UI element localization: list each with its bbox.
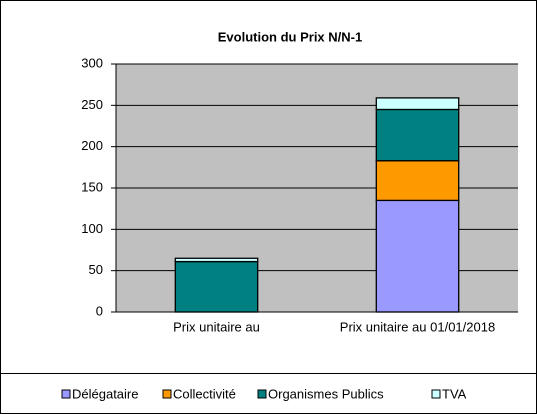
legend-label: Délégataire <box>72 386 139 401</box>
x-tick-label: Prix unitaire au 01/01/2018 <box>340 319 495 334</box>
x-tick-label: Prix unitaire au <box>173 319 260 334</box>
y-tick-label: 200 <box>81 138 103 153</box>
legend-box <box>0 373 537 414</box>
y-tick-label: 250 <box>81 97 103 112</box>
legend-swatch <box>162 389 172 399</box>
legend-label: Organismes Publics <box>268 386 384 401</box>
legend-swatch <box>257 389 267 399</box>
bar-segment <box>375 108 460 162</box>
y-tick-label: 100 <box>81 221 103 236</box>
bar-segment <box>174 257 259 263</box>
y-tick-label: 50 <box>89 262 103 277</box>
y-tick-label: 0 <box>96 303 103 318</box>
bar-segment <box>375 160 460 202</box>
legend-swatch <box>61 389 71 399</box>
bar-segment <box>375 97 460 111</box>
legend-swatch <box>431 389 441 399</box>
bar-segment <box>375 199 460 313</box>
legend-label: Collectivité <box>173 386 236 401</box>
y-tick-label: 300 <box>81 55 103 70</box>
chart-title: Evolution du Prix N/N-1 <box>218 29 362 44</box>
bar-segment <box>174 260 259 313</box>
y-tick-label: 150 <box>81 179 103 194</box>
legend-label: TVA <box>442 386 467 401</box>
